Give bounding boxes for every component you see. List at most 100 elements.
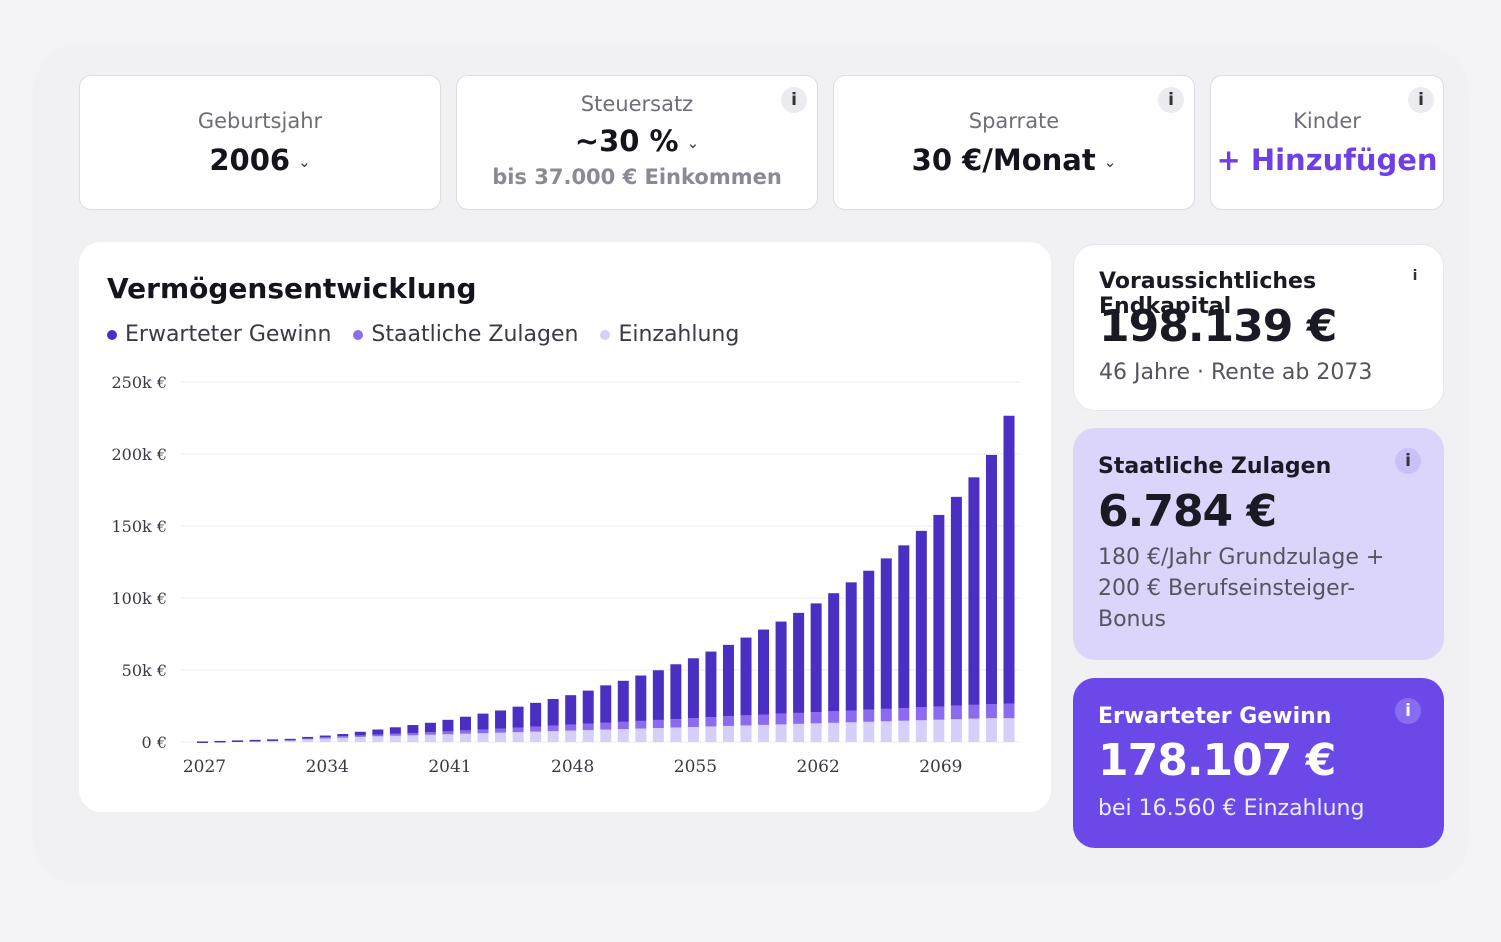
bar-segment xyxy=(442,731,454,735)
bar-segment xyxy=(495,710,507,729)
x-tick-label: 2062 xyxy=(797,757,840,777)
bar-segment xyxy=(828,593,840,712)
bar-segment xyxy=(968,704,980,719)
bar-segment xyxy=(758,629,770,715)
bar-segment xyxy=(337,736,349,738)
bar-segment xyxy=(635,675,647,721)
x-tick-label: 2041 xyxy=(428,757,471,777)
x-tick-label: 2034 xyxy=(306,757,349,777)
subsidies-title: Staatliche Zulagen xyxy=(1098,454,1332,479)
bar-segment xyxy=(547,699,559,726)
subsidies-card: Staatliche Zulagen 6.784 € 180 €/Jahr Gr… xyxy=(1073,428,1444,660)
bar-segment xyxy=(512,732,524,742)
bar-segment xyxy=(880,721,892,742)
children-label: Kinder xyxy=(1293,109,1361,133)
children-card[interactable]: Kinder + Hinzufügen i xyxy=(1210,75,1444,210)
bar-segment xyxy=(565,724,577,731)
legend-dot-icon xyxy=(107,329,117,340)
birth-year-select[interactable]: 2006 ⌄ xyxy=(80,143,440,177)
x-tick-label: 2027 xyxy=(183,757,226,777)
bar-segment xyxy=(968,477,980,705)
bar-segment xyxy=(565,730,577,742)
info-icon[interactable]: i xyxy=(1412,268,1418,284)
bar-segment xyxy=(863,570,875,710)
bar-segment xyxy=(547,725,559,732)
bar-segment xyxy=(372,734,384,737)
bar-segment xyxy=(863,709,875,722)
bar-segment xyxy=(617,680,629,722)
bar-segment xyxy=(459,733,471,742)
bar-segment xyxy=(933,719,945,742)
bar-segment xyxy=(407,735,419,742)
bar-segment xyxy=(828,711,840,723)
tax-rate-card[interactable]: Steuersatz ~30 % ⌄ bis 37.000 € Einkommen… xyxy=(456,75,818,210)
bar-segment xyxy=(565,695,577,725)
bar-segment xyxy=(950,719,962,742)
bar-segment xyxy=(442,734,454,742)
bar-segment xyxy=(670,727,682,742)
bar-segment xyxy=(249,739,261,742)
legend-label: Erwarteter Gewinn xyxy=(125,322,332,347)
bar-segment xyxy=(985,704,997,719)
bar-segment xyxy=(582,723,594,731)
info-icon[interactable]: i xyxy=(1395,698,1421,724)
bar-segment xyxy=(880,708,892,722)
chevron-down-icon: ⌄ xyxy=(298,153,311,171)
savings-rate-select[interactable]: 30 €/Monat ⌄ xyxy=(834,143,1194,177)
bar-segment xyxy=(705,717,717,727)
bar-segment xyxy=(705,651,717,718)
end-capital-sub: 46 Jahre · Rente ab 2073 xyxy=(1099,360,1373,385)
bar-segment xyxy=(880,558,892,709)
tax-rate-select[interactable]: ~30 % ⌄ xyxy=(457,124,817,158)
info-icon[interactable]: i xyxy=(1395,448,1421,474)
tax-rate-label: Steuersatz xyxy=(580,92,694,116)
legend-item-subsidies: Staatliche Zulagen xyxy=(353,322,578,347)
bar-segment xyxy=(670,664,682,719)
y-tick-label: 0 € xyxy=(142,733,167,752)
bar-segment xyxy=(477,713,489,730)
info-icon[interactable]: i xyxy=(781,87,807,113)
bar-segment xyxy=(389,727,401,734)
bar-segment xyxy=(582,690,594,724)
gain-sub: bei 16.560 € Einzahlung xyxy=(1098,796,1365,821)
info-icon[interactable]: i xyxy=(1158,87,1184,113)
y-tick-label: 150k € xyxy=(112,517,168,536)
bar-segment xyxy=(950,705,962,720)
wealth-chart: 0 € 50k € 100k € 150k € 200k € 250k € 2027 2034… xyxy=(112,373,1021,777)
birth-year-value: 2006 xyxy=(209,143,291,177)
y-tick-label: 250k € xyxy=(112,373,168,392)
bar-segment xyxy=(775,724,787,742)
bar-segment xyxy=(354,735,366,737)
bar-segment xyxy=(793,723,805,742)
bar-segment xyxy=(863,721,875,742)
bar-segment xyxy=(758,724,770,742)
bar-segment xyxy=(915,720,927,742)
bar-segment xyxy=(284,738,296,741)
end-capital-card: Voraussichtliches Endkapital 198.139 € 4… xyxy=(1073,244,1444,411)
bar-segment xyxy=(722,716,734,726)
bar-segment xyxy=(302,736,314,739)
add-child-button[interactable]: + Hinzufügen xyxy=(1216,143,1438,177)
birth-year-card[interactable]: Geburtsjahr 2006 ⌄ xyxy=(79,75,441,210)
bar-segment xyxy=(810,723,822,742)
bar-segment xyxy=(898,708,910,721)
info-icon[interactable]: i xyxy=(1408,87,1434,113)
bar-segment xyxy=(845,582,857,711)
bar-segment xyxy=(232,740,244,742)
bar-segment xyxy=(793,712,805,724)
chevron-down-icon: ⌄ xyxy=(686,134,700,152)
bar-segment xyxy=(687,658,699,719)
bar-segment xyxy=(600,729,612,742)
end-capital-title: Voraussichtliches Endkapital xyxy=(1099,269,1317,319)
chevron-down-icon: ⌄ xyxy=(1103,153,1117,171)
bar-segment xyxy=(652,728,664,742)
bar-segment xyxy=(740,715,752,726)
bar-segment xyxy=(950,496,962,706)
bar-segment xyxy=(337,734,349,737)
bar-segment xyxy=(214,740,226,743)
gain-title: Erwarteter Gewinn xyxy=(1098,704,1332,729)
bar-segment xyxy=(985,454,997,705)
savings-rate-card[interactable]: Sparrate 30 €/Monat ⌄ i xyxy=(833,75,1195,210)
bar-segment xyxy=(722,725,734,742)
tax-rate-value: ~30 % xyxy=(574,124,679,158)
